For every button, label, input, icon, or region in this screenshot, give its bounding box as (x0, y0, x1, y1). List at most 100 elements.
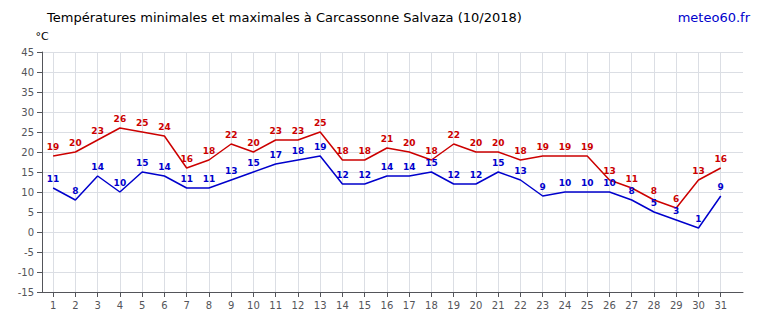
svg-text:15: 15 (492, 158, 505, 168)
svg-text:22: 22 (447, 130, 460, 140)
svg-text:5: 5 (28, 207, 34, 218)
svg-text:7: 7 (183, 300, 189, 311)
svg-text:°C: °C (35, 30, 49, 43)
svg-text:8: 8 (206, 300, 212, 311)
svg-text:-15: -15 (18, 287, 34, 298)
svg-text:27: 27 (625, 300, 638, 311)
svg-text:20: 20 (470, 138, 483, 148)
svg-text:14: 14 (158, 162, 171, 172)
svg-text:25: 25 (21, 127, 34, 138)
svg-text:23: 23 (292, 126, 305, 136)
svg-text:24: 24 (158, 122, 171, 132)
svg-text:3: 3 (673, 206, 679, 216)
svg-text:11: 11 (180, 174, 193, 184)
svg-text:2: 2 (72, 300, 78, 311)
svg-text:28: 28 (648, 300, 661, 311)
svg-text:-5: -5 (24, 247, 34, 258)
svg-text:17: 17 (403, 300, 416, 311)
svg-text:6: 6 (161, 300, 167, 311)
svg-text:9: 9 (718, 182, 724, 192)
svg-text:13: 13 (603, 166, 616, 176)
svg-text:12: 12 (447, 170, 460, 180)
svg-text:10: 10 (247, 300, 260, 311)
svg-text:meteo60.fr: meteo60.fr (678, 10, 751, 25)
svg-text:4: 4 (117, 300, 123, 311)
svg-text:12: 12 (336, 170, 349, 180)
svg-text:26: 26 (114, 114, 127, 124)
svg-text:29: 29 (670, 300, 683, 311)
svg-text:20: 20 (492, 138, 505, 148)
svg-text:1: 1 (695, 214, 701, 224)
svg-text:5: 5 (651, 198, 657, 208)
svg-text:15: 15 (21, 167, 34, 178)
svg-text:20: 20 (247, 138, 260, 148)
svg-text:19: 19 (536, 142, 549, 152)
svg-text:22: 22 (225, 130, 238, 140)
svg-text:26: 26 (603, 300, 616, 311)
svg-text:Températures minimales et maxi: Températures minimales et maximales à Ca… (46, 10, 522, 25)
svg-text:12: 12 (292, 300, 305, 311)
svg-text:23: 23 (536, 300, 549, 311)
svg-text:10: 10 (114, 178, 127, 188)
svg-text:20: 20 (21, 147, 34, 158)
svg-text:20: 20 (470, 300, 483, 311)
svg-text:13: 13 (225, 166, 238, 176)
svg-text:20: 20 (403, 138, 416, 148)
svg-text:19: 19 (447, 300, 460, 311)
svg-text:1: 1 (50, 300, 56, 311)
svg-text:10: 10 (21, 187, 34, 198)
svg-text:14: 14 (336, 300, 349, 311)
svg-text:18: 18 (292, 146, 305, 156)
svg-text:20: 20 (69, 138, 82, 148)
svg-text:14: 14 (403, 162, 416, 172)
svg-text:12: 12 (358, 170, 371, 180)
svg-text:17: 17 (269, 150, 282, 160)
svg-text:18: 18 (358, 146, 371, 156)
svg-text:18: 18 (336, 146, 349, 156)
svg-text:18: 18 (514, 146, 527, 156)
svg-text:15: 15 (425, 158, 438, 168)
svg-text:-10: -10 (18, 267, 34, 278)
svg-text:45: 45 (21, 47, 34, 58)
svg-text:13: 13 (692, 166, 705, 176)
svg-text:40: 40 (21, 67, 34, 78)
svg-text:14: 14 (91, 162, 104, 172)
svg-text:30: 30 (692, 300, 705, 311)
svg-text:16: 16 (381, 300, 394, 311)
svg-text:19: 19 (581, 142, 594, 152)
svg-text:25: 25 (314, 118, 327, 128)
svg-text:11: 11 (625, 174, 638, 184)
svg-text:11: 11 (47, 174, 60, 184)
svg-text:13: 13 (314, 300, 327, 311)
svg-text:12: 12 (470, 170, 483, 180)
svg-text:21: 21 (381, 134, 394, 144)
svg-text:18: 18 (425, 146, 438, 156)
svg-text:9: 9 (540, 182, 546, 192)
svg-text:8: 8 (72, 186, 78, 196)
svg-text:18: 18 (425, 300, 438, 311)
svg-text:6: 6 (673, 194, 679, 204)
svg-text:10: 10 (559, 178, 572, 188)
svg-text:18: 18 (203, 146, 216, 156)
svg-text:10: 10 (581, 178, 594, 188)
svg-text:0: 0 (28, 227, 34, 238)
svg-text:19: 19 (47, 142, 60, 152)
svg-text:35: 35 (21, 87, 34, 98)
svg-text:23: 23 (269, 126, 282, 136)
svg-text:25: 25 (581, 300, 594, 311)
svg-text:22: 22 (514, 300, 527, 311)
svg-text:8: 8 (629, 186, 635, 196)
svg-text:25: 25 (136, 118, 149, 128)
svg-text:19: 19 (314, 142, 327, 152)
svg-text:10: 10 (603, 178, 616, 188)
svg-text:15: 15 (358, 300, 371, 311)
svg-text:5: 5 (139, 300, 145, 311)
svg-text:23: 23 (91, 126, 104, 136)
svg-text:13: 13 (514, 166, 527, 176)
svg-text:11: 11 (203, 174, 216, 184)
svg-text:3: 3 (94, 300, 100, 311)
svg-text:19: 19 (559, 142, 572, 152)
svg-text:16: 16 (180, 154, 193, 164)
svg-text:15: 15 (247, 158, 260, 168)
svg-text:8: 8 (651, 186, 657, 196)
